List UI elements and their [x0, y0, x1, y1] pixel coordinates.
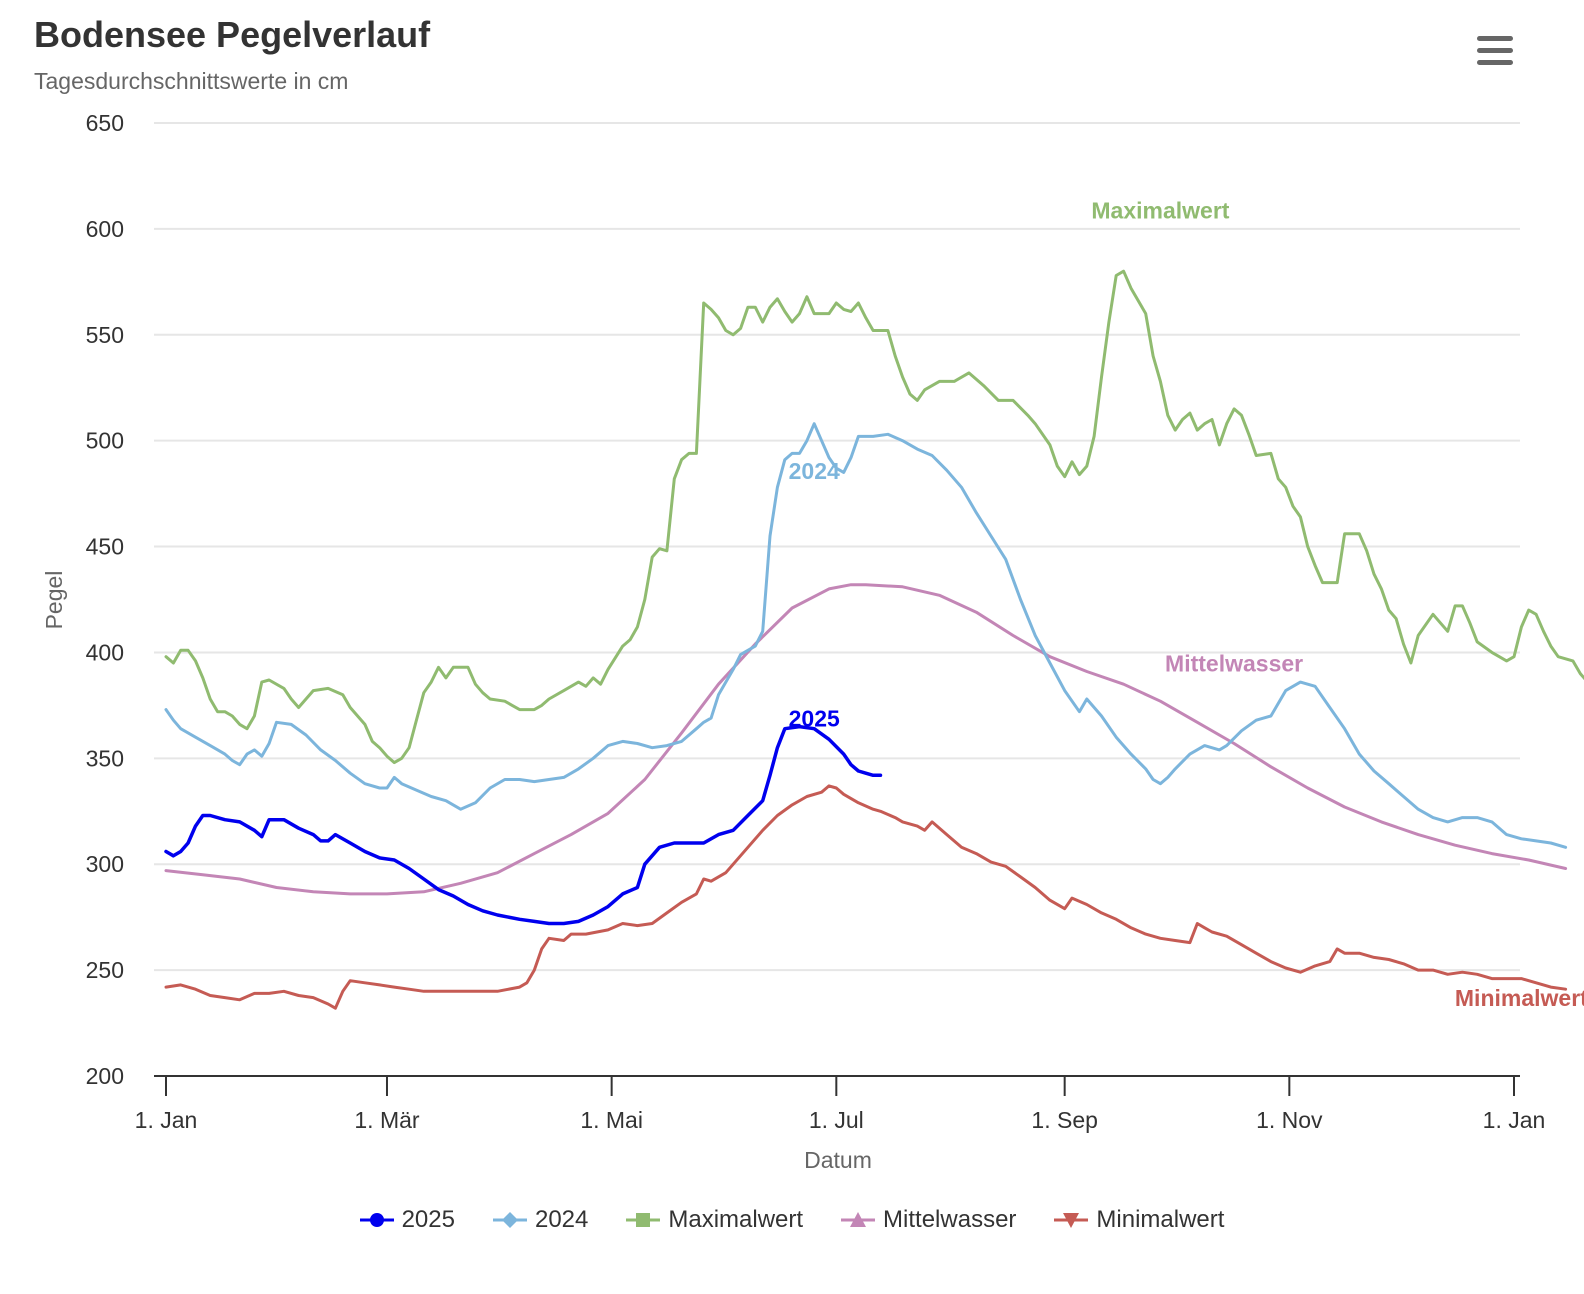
y-tick-label: 400	[86, 639, 124, 665]
series-labels: 2025 2024 Maximalwert Mittelwasser Minimalwe…	[789, 197, 1584, 1011]
chart-subtitle: Tagesdurchschnittswerte in cm	[34, 68, 349, 94]
x-tick-label: 1. Nov	[1256, 1107, 1323, 1133]
y-axis-tick-labels: 200 250 300 350 400 450 500 550 600 650	[86, 110, 124, 1089]
y-tick-label: 200	[86, 1063, 124, 1089]
legend-item-mittelwasser[interactable]: Mittelwasser	[841, 1206, 1016, 1234]
y-tick-label: 350	[86, 745, 124, 771]
x-tick-label: 1. Mai	[580, 1107, 643, 1133]
series-line-maximalwert[interactable]	[164, 269, 1584, 765]
x-axis: 1. Jan 1. Mär 1. Mai 1. Jul 1. Sep 1. Nov 1. J…	[135, 1075, 1546, 1133]
legend-item-2024[interactable]: 2024	[492, 1206, 589, 1234]
legend: 2025 2024 Maximalwert Mittelwasser Minim…	[0, 1206, 1584, 1234]
series-line-2025[interactable]	[164, 724, 883, 926]
x-axis-title: Datum	[804, 1147, 872, 1173]
y-tick-label: 550	[86, 322, 124, 348]
legend-item-2025[interactable]: 2025	[359, 1206, 455, 1234]
series-layer	[164, 269, 1584, 1010]
legend-label: Mittelwasser	[883, 1206, 1017, 1233]
y-tick-label: 500	[86, 428, 124, 454]
y-tick-label: 450	[86, 534, 124, 560]
series-line-2024[interactable]	[164, 422, 1568, 849]
legend-item-maximalwert[interactable]: Maximalwert	[626, 1206, 803, 1234]
x-tick-label: 1. Sep	[1031, 1107, 1098, 1133]
hamburger-menu-icon[interactable]	[1472, 30, 1518, 68]
y-tick-label: 250	[86, 957, 124, 983]
legend-label: 2024	[534, 1206, 589, 1233]
grid-lines	[154, 122, 1520, 972]
series-line-minimalwert[interactable]	[164, 784, 1568, 1010]
y-tick-label: 650	[86, 110, 124, 136]
legend-symbol-maximalwert	[626, 1213, 661, 1227]
series-label-2025: 2025	[789, 706, 840, 732]
series-label-2024: 2024	[789, 458, 840, 484]
legend-symbol-2024	[492, 1212, 527, 1228]
legend-symbol-2025	[359, 1213, 394, 1227]
legend-symbol-mittelwasser	[841, 1212, 876, 1227]
legend-symbol-minimalwert	[1054, 1213, 1089, 1228]
x-tick-label: 1. Jan	[1483, 1107, 1546, 1133]
legend-label: 2025	[401, 1206, 455, 1233]
series-label-minimalwert: Minimalwert	[1455, 985, 1584, 1011]
series-line-mittelwasser[interactable]	[164, 583, 1568, 896]
x-tick-label: 1. Jul	[809, 1107, 864, 1133]
y-axis-title: Pegel	[41, 571, 67, 630]
chart-title: Bodensee Pegelverlauf	[34, 14, 431, 55]
legend-label: Minimalwert	[1096, 1206, 1225, 1233]
y-tick-label: 300	[86, 851, 124, 877]
x-tick-label: 1. Mär	[354, 1107, 420, 1133]
y-tick-label: 600	[86, 216, 124, 242]
legend-item-minimalwert[interactable]: Minimalwert	[1054, 1206, 1224, 1234]
legend-label: Maximalwert	[668, 1206, 804, 1233]
series-label-maximalwert: Maximalwert	[1091, 197, 1229, 223]
series-label-mittelwasser: Mittelwasser	[1165, 651, 1303, 677]
x-tick-label: 1. Jan	[135, 1107, 198, 1133]
